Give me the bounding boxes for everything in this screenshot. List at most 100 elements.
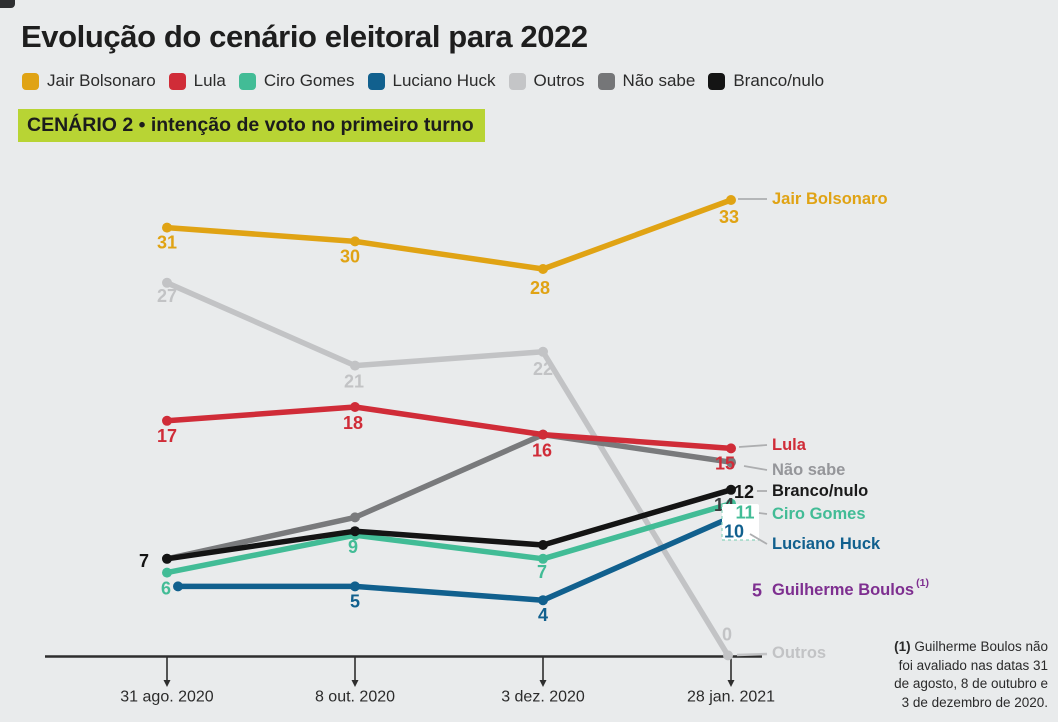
footnote-line: foi avaliado nas datas 31 [898, 657, 1048, 673]
legend-item-ciro-gomes: Ciro Gomes [238, 71, 355, 91]
value-label-jair-bolsonaro-2: 28 [530, 278, 550, 298]
legend: Jair Bolsonaro Lula Ciro Gomes Luciano Huck… [22, 71, 824, 91]
legend-label: Jair Bolsonaro [47, 71, 156, 90]
value-label-branco-nulo-0: 7 [139, 551, 149, 571]
data-point-branco-nulo-3 [726, 484, 736, 495]
value-label-lula-2: 16 [532, 441, 552, 461]
leader-line-outros [736, 652, 768, 657]
series-name-label-lula: Lula [772, 436, 807, 454]
value-label-luciano-huck-3: 10 [724, 521, 744, 541]
value-label-guilherme-boulos-3: 5 [752, 580, 762, 600]
series-line-lula [164, 404, 734, 452]
value-label-ciro-gomes-2: 7 [537, 562, 547, 582]
legend-swatch-luciano-huck [367, 72, 385, 90]
leader-line-ciro-gomes [758, 512, 768, 515]
axis-label-2: 3 dez. 2020 [501, 689, 585, 706]
legend-item-luciano-huck: Luciano Huck [367, 71, 496, 91]
legend-swatch-outros [508, 72, 526, 90]
value-label-outros-3: 0 [722, 624, 732, 644]
legend-swatch-nao-sabe [597, 72, 615, 90]
axis-tick-arrow-2 [539, 680, 547, 687]
leader-line-nao-sabe [743, 465, 768, 471]
value-label-outros-1: 21 [344, 372, 364, 392]
axis-tick-arrow-3 [727, 680, 735, 687]
data-point-lula-3 [726, 443, 736, 454]
value-label-lula-1: 18 [343, 413, 363, 433]
value-label-ciro-gomes-1: 9 [348, 537, 358, 557]
series-line-nao-sabe [164, 431, 734, 562]
data-point-nao-sabe-1 [350, 512, 360, 523]
value-label-ciro-gomes-3: 11 [735, 503, 754, 523]
axis-label-3: 28 jan. 2021 [687, 689, 775, 706]
series-line-jair-bolsonaro [164, 197, 734, 272]
series-name-label-jair-bolsonaro: Jair Bolsonaro [772, 190, 888, 208]
data-point-outros-3 [723, 650, 733, 661]
label-background-box [722, 504, 759, 540]
data-point-ciro-gomes-0 [162, 567, 172, 578]
series-line-ciro-gomes [164, 500, 734, 576]
data-point-ciro-gomes-2 [538, 553, 548, 564]
legend-label: Ciro Gomes [263, 71, 355, 90]
footnote-line: 3 de dezembro de 2020. [901, 694, 1048, 710]
legend-label: Luciano Huck [392, 71, 496, 90]
series-name-label-branco-nulo: Branco/nulo [772, 482, 868, 500]
axis-tick-arrow-0 [163, 680, 171, 687]
leader-line-lula [738, 444, 768, 448]
legend-item-outros: Outros [508, 71, 585, 91]
data-point-lula-1 [350, 402, 360, 412]
data-point-branco-nulo-2 [538, 540, 548, 550]
axis-label-1: 8 out. 2020 [315, 689, 395, 706]
data-point-jair-bolsonaro-3 [726, 195, 736, 205]
series-line-outros [164, 280, 731, 659]
value-label-jair-bolsonaro-3: 33 [719, 207, 739, 227]
label-box-dashed-edge [721, 504, 759, 541]
value-label-outros-2: 22 [533, 359, 553, 379]
legend-swatch-ciro-gomes [238, 72, 256, 90]
series-line-luciano-huck [175, 514, 734, 603]
footnote-line: (1) Guilherme Boulos não [872, 638, 1048, 657]
series-name-label-luciano-huck: Luciano Huck [772, 535, 881, 553]
data-point-outros-2 [538, 346, 548, 357]
value-label-outros-0: 27 [157, 286, 177, 306]
scenario-banner: CENÁRIO 2 • intenção de voto no primeiro… [18, 109, 485, 142]
value-label-jair-bolsonaro-0: 31 [157, 233, 177, 253]
value-label-lula-0: 17 [157, 426, 177, 446]
series-name-label-ciro-gomes: Ciro Gomes [772, 505, 866, 523]
series-line-branco-nulo [164, 487, 734, 562]
data-point-branco-nulo-1 [350, 526, 360, 537]
series-name-label-outros: Outros [772, 644, 826, 662]
value-label-jair-bolsonaro-1: 30 [340, 246, 360, 266]
data-point-jair-bolsonaro-2 [538, 264, 548, 274]
series-name-label-nao-sabe: Não sabe [772, 461, 845, 479]
legend-label: Outros [533, 71, 585, 90]
legend-item-nao-sabe: Não sabe [597, 71, 696, 91]
axis-tick-arrow-1 [351, 680, 359, 687]
footnote: (1) Guilherme Boulos não foi avaliado na… [872, 638, 1048, 712]
data-point-nao-sabe-3 [726, 457, 736, 468]
legend-item-lula: Lula [168, 71, 226, 91]
legend-label: Não sabe [622, 71, 696, 90]
value-label-ciro-gomes-0: 6 [161, 579, 171, 599]
legend-label: Lula [193, 71, 226, 90]
data-point-jair-bolsonaro-0 [162, 222, 172, 233]
data-point-lula-0 [162, 415, 172, 426]
value-label-lula-3: 15 [715, 453, 735, 473]
value-label-luciano-huck-2: 4 [538, 605, 548, 625]
data-point-outros-1 [350, 360, 360, 371]
legend-swatch-branco-nulo [708, 72, 726, 90]
corner-mark [0, 0, 15, 8]
legend-swatch-jair-bolsonaro [22, 72, 39, 90]
data-point-luciano-huck-2 [538, 595, 548, 606]
page-title: Evolução do cenário eleitoral para 2022 [21, 19, 588, 54]
data-point-lula-2 [538, 429, 548, 440]
data-point-outros-0 [162, 277, 172, 288]
axis-label-0: 31 ago. 2020 [120, 689, 214, 706]
footnote-text: Guilherme Boulos não [914, 639, 1048, 654]
data-point-jair-bolsonaro-1 [350, 236, 360, 247]
legend-item-jair-bolsonaro: Jair Bolsonaro [22, 71, 156, 91]
series-name-label-guilherme-boulos: Guilherme Boulos (1) [772, 577, 929, 599]
data-point-luciano-huck-1 [350, 581, 360, 592]
footnote-marker: (1) [894, 639, 911, 654]
